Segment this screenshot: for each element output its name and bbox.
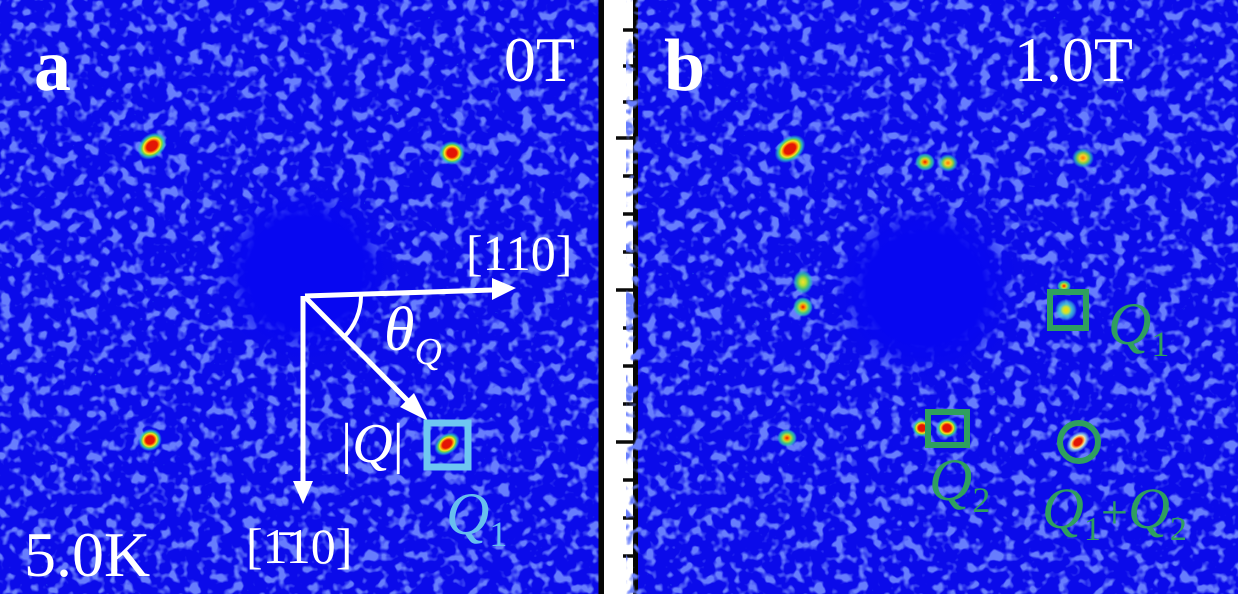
panel-b-label: b [664, 25, 705, 107]
panel-b-left-border [633, 0, 639, 594]
q1-plus-q2-circle [1057, 420, 1101, 464]
panel-b-annotations: b 1.0T Q1 Q2 Q1+Q2 [664, 24, 1187, 548]
beam-center-halo [830, 199, 1020, 379]
q1-box-green [1047, 289, 1089, 331]
panel-a-annotations: a 0T 5.0K [110] [1̄10] θQ |Q| Q1 [24, 24, 575, 590]
panel-divider [598, 0, 639, 594]
q1-plus-q2-label: Q1+Q2 [1042, 476, 1187, 548]
bragg-spot [915, 153, 935, 171]
field-label-b: 1.0T [1014, 24, 1133, 95]
q1-label-a: Q1 [446, 481, 507, 554]
bragg-spot [439, 141, 465, 165]
panel-a-image [0, 0, 599, 594]
bragg-spot [793, 270, 813, 294]
axis-110-label: [110] [466, 225, 572, 281]
bragg-spot [1055, 299, 1077, 321]
axis-ticks [616, 28, 634, 558]
bragg-spot [938, 154, 958, 172]
bragg-spot [138, 428, 162, 452]
bragg-spot [774, 134, 806, 164]
bragg-spot [777, 429, 797, 447]
bragg-spot [1072, 148, 1094, 168]
q1-label-b: Q1 [1108, 291, 1169, 364]
theta-q-label: θQ [384, 296, 442, 373]
bragg-spot [793, 297, 813, 317]
q2-box-green [925, 409, 970, 448]
bragg-spot [137, 132, 167, 160]
beam-center-halo [213, 184, 397, 360]
q-magnitude-label: |Q| [341, 413, 404, 475]
axis-110-arrow [304, 278, 516, 300]
panel-a-right-border [598, 0, 604, 594]
bragg-spot [936, 418, 958, 438]
q2-label-b: Q2 [929, 447, 990, 520]
bragg-spot [1066, 431, 1090, 453]
q1-box-cyan [423, 419, 472, 471]
divider-gap [604, 0, 633, 594]
panel-b-image [638, 0, 1238, 594]
theta-angle-arc [342, 295, 363, 339]
q-vector-arrow [303, 295, 428, 421]
field-label-a: 0T [504, 24, 575, 95]
panel-a-label: a [34, 25, 71, 107]
axis-m110-arrow [293, 296, 313, 504]
axis-m110-label: [1̄10] [246, 518, 352, 574]
temperature-label: 5.0K [24, 519, 150, 590]
bragg-spot [434, 432, 460, 456]
